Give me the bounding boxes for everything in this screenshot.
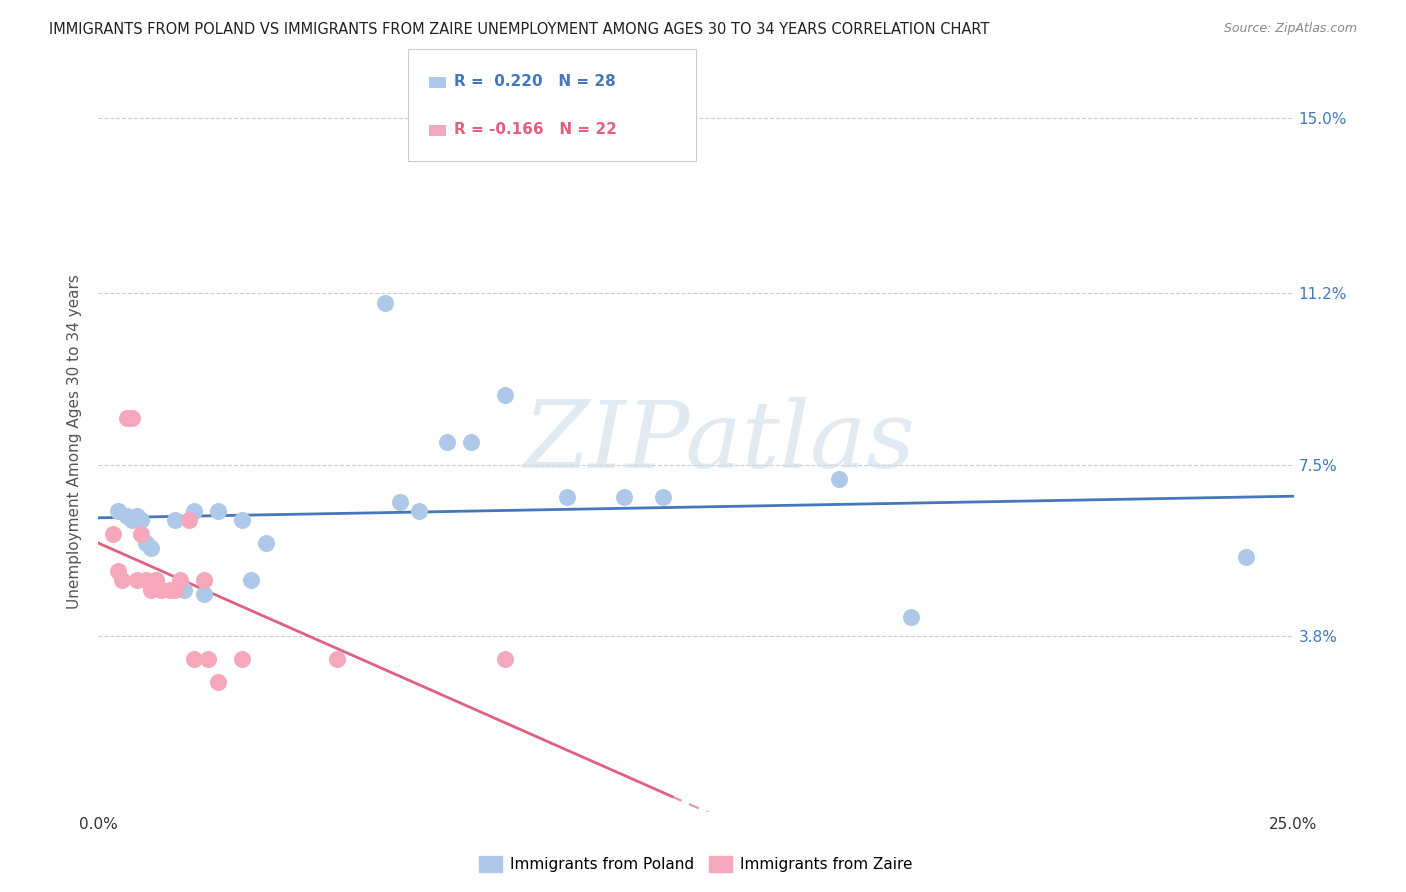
Point xyxy=(115,508,138,523)
Point xyxy=(494,652,516,666)
Point xyxy=(121,411,143,425)
Point xyxy=(900,610,922,624)
Point xyxy=(149,582,172,597)
Point xyxy=(163,582,186,597)
Point xyxy=(107,504,129,518)
Point xyxy=(388,494,411,508)
Point xyxy=(193,587,215,601)
Point xyxy=(139,582,162,597)
Point xyxy=(555,490,578,504)
Text: R =  0.220   N = 28: R = 0.220 N = 28 xyxy=(454,74,616,89)
Point xyxy=(111,574,134,588)
Point xyxy=(159,582,181,597)
Point xyxy=(408,504,430,518)
Point xyxy=(135,536,157,550)
Point xyxy=(145,574,167,588)
Point xyxy=(254,536,277,550)
Point xyxy=(436,434,458,449)
Point xyxy=(326,652,349,666)
Point xyxy=(207,504,229,518)
Legend: Immigrants from Poland, Immigrants from Zaire: Immigrants from Poland, Immigrants from … xyxy=(474,850,918,878)
Point xyxy=(131,513,153,527)
Point xyxy=(179,513,201,527)
Point xyxy=(231,652,253,666)
Point xyxy=(613,490,636,504)
Point xyxy=(207,675,229,690)
Point xyxy=(240,574,263,588)
Point xyxy=(163,513,186,527)
Point xyxy=(828,472,851,486)
Point xyxy=(107,564,129,578)
Point xyxy=(145,574,167,588)
Point xyxy=(193,574,215,588)
Point xyxy=(131,527,153,541)
Text: Source: ZipAtlas.com: Source: ZipAtlas.com xyxy=(1223,22,1357,36)
Point xyxy=(231,513,253,527)
Point xyxy=(374,295,396,310)
Text: R = -0.166   N = 22: R = -0.166 N = 22 xyxy=(454,122,617,137)
Point xyxy=(121,513,143,527)
Point xyxy=(197,652,219,666)
Text: ZIPatlas: ZIPatlas xyxy=(524,397,915,486)
Point xyxy=(125,574,148,588)
Point xyxy=(183,652,205,666)
Point xyxy=(139,541,162,555)
Text: IMMIGRANTS FROM POLAND VS IMMIGRANTS FROM ZAIRE UNEMPLOYMENT AMONG AGES 30 TO 34: IMMIGRANTS FROM POLAND VS IMMIGRANTS FRO… xyxy=(49,22,990,37)
Point xyxy=(173,582,195,597)
Point xyxy=(651,490,673,504)
Point xyxy=(169,574,191,588)
Point xyxy=(1234,550,1257,565)
Point xyxy=(135,574,157,588)
Y-axis label: Unemployment Among Ages 30 to 34 years: Unemployment Among Ages 30 to 34 years xyxy=(67,274,83,609)
Point xyxy=(494,388,516,402)
Point xyxy=(115,411,138,425)
Point xyxy=(101,527,124,541)
Point xyxy=(460,434,482,449)
Point xyxy=(183,504,205,518)
Point xyxy=(125,508,148,523)
